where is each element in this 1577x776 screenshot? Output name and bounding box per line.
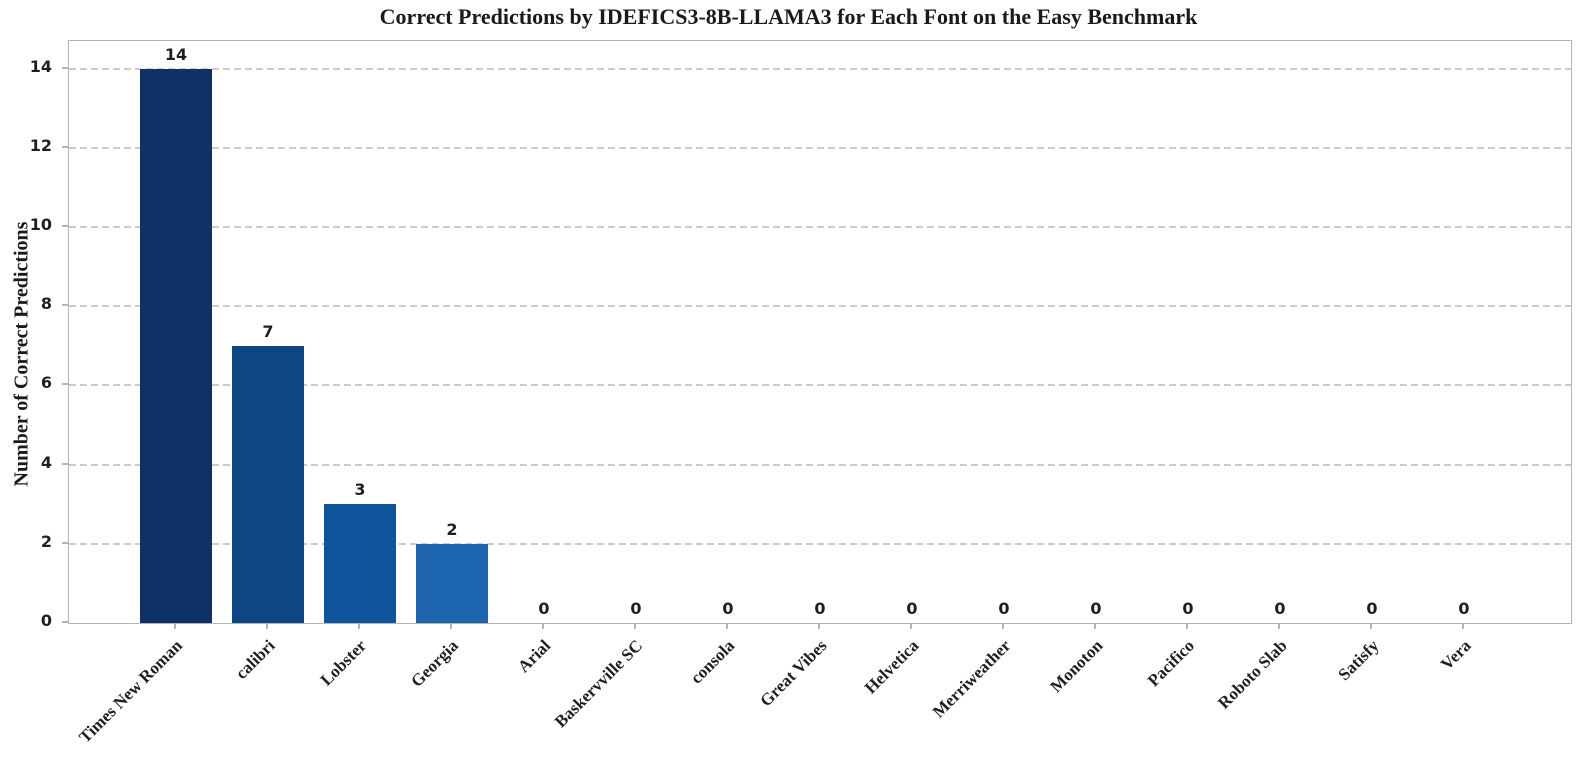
x-tick-mark (910, 624, 912, 629)
y-tick-label-12: 12 (29, 135, 52, 155)
y-tick-mark (62, 383, 68, 386)
x-tick-label-consola: consola (686, 636, 739, 688)
bar-value-label: 14 (164, 44, 188, 64)
y-tick-label-0: 0 (40, 611, 52, 630)
bar-value-label: 0 (998, 599, 1010, 618)
bar-value-label: 0 (814, 599, 826, 618)
bar-value-label: 2 (446, 519, 458, 539)
bar-value-label: 0 (906, 599, 918, 618)
x-tick-mark (1186, 624, 1188, 629)
bar-lobster (324, 504, 396, 623)
x-tick-mark (634, 624, 636, 629)
y-tick-mark (62, 225, 68, 228)
bar-value-label: 0 (630, 599, 642, 618)
x-tick-label-calibri: calibri (231, 636, 279, 683)
x-tick-mark (1462, 624, 1464, 629)
x-tick-mark (450, 624, 452, 629)
y-tick-mark (62, 541, 68, 544)
x-tick-label-vera: Vera (1436, 636, 1475, 674)
bar-value-label: 3 (354, 480, 366, 500)
bar-value-label: 0 (722, 599, 734, 618)
bar-georgia (416, 543, 488, 623)
x-tick-mark (266, 624, 268, 629)
x-tick-label-arial: Arial (514, 636, 555, 677)
chart-title: Correct Predictions by IDEFICS3-8B-LLAMA… (379, 4, 1198, 29)
x-tick-label-pacifico: Pacifico (1144, 636, 1199, 691)
bar-value-label: 0 (1274, 599, 1286, 618)
x-tick-label-merriweather: Merriweather (928, 636, 1015, 722)
gridline-y-10 (69, 226, 1571, 229)
y-tick-mark (62, 621, 68, 623)
x-tick-mark (358, 624, 360, 629)
y-tick-mark (62, 145, 68, 148)
bar-value-label: 7 (262, 321, 274, 341)
x-tick-label-times-new-roman: Times New Roman (75, 636, 187, 747)
gridline-y-14 (69, 67, 1571, 70)
gridline-y-8 (69, 305, 1571, 308)
bar-value-label: 0 (538, 599, 550, 618)
y-tick-mark (62, 304, 68, 307)
bar-calibri (232, 345, 304, 623)
x-tick-label-great-vibes: Great Vibes (756, 636, 831, 711)
bar-value-label: 0 (1182, 599, 1194, 618)
x-tick-label-georgia: Georgia (407, 636, 463, 691)
y-tick-label-4: 4 (40, 452, 52, 472)
y-tick-label-6: 6 (40, 373, 52, 393)
x-tick-mark (542, 624, 544, 629)
x-tick-label-roboto-slab: Roboto Slab (1213, 636, 1291, 713)
x-tick-label-baskervville-sc: Baskervville SC (551, 636, 647, 732)
y-tick-label-2: 2 (40, 531, 52, 551)
gridline-y-2 (69, 542, 1571, 545)
gridline-y-4 (69, 463, 1571, 466)
gridline-y-12 (69, 146, 1571, 149)
gridline-y-6 (69, 384, 1571, 387)
y-tick-label-10: 10 (29, 215, 52, 235)
x-tick-label-helvetica: Helvetica (860, 636, 923, 698)
x-tick-mark (818, 624, 820, 629)
bar-value-label: 0 (1458, 599, 1470, 618)
bar-value-label: 0 (1090, 599, 1102, 618)
x-tick-label-satisfy: Satisfy (1334, 636, 1383, 685)
x-tick-label-monoton: Monoton (1046, 636, 1107, 697)
y-tick-label-8: 8 (40, 294, 52, 314)
x-tick-mark (1278, 624, 1280, 629)
bar-value-label: 0 (1366, 599, 1378, 618)
y-tick-mark (62, 66, 68, 69)
x-tick-mark (1094, 624, 1096, 629)
plot-area: 14 7 3 2 0 0 0 0 0 0 0 0 0 0 0 (68, 40, 1572, 624)
x-tick-mark (726, 624, 728, 629)
y-tick-label-14: 14 (29, 56, 52, 76)
bar-times-new-roman (140, 68, 212, 623)
x-tick-mark (174, 624, 176, 629)
x-tick-mark (1370, 624, 1372, 629)
x-tick-label-lobster: Lobster (316, 636, 371, 690)
x-tick-mark (1002, 624, 1004, 629)
y-tick-mark (62, 462, 68, 465)
